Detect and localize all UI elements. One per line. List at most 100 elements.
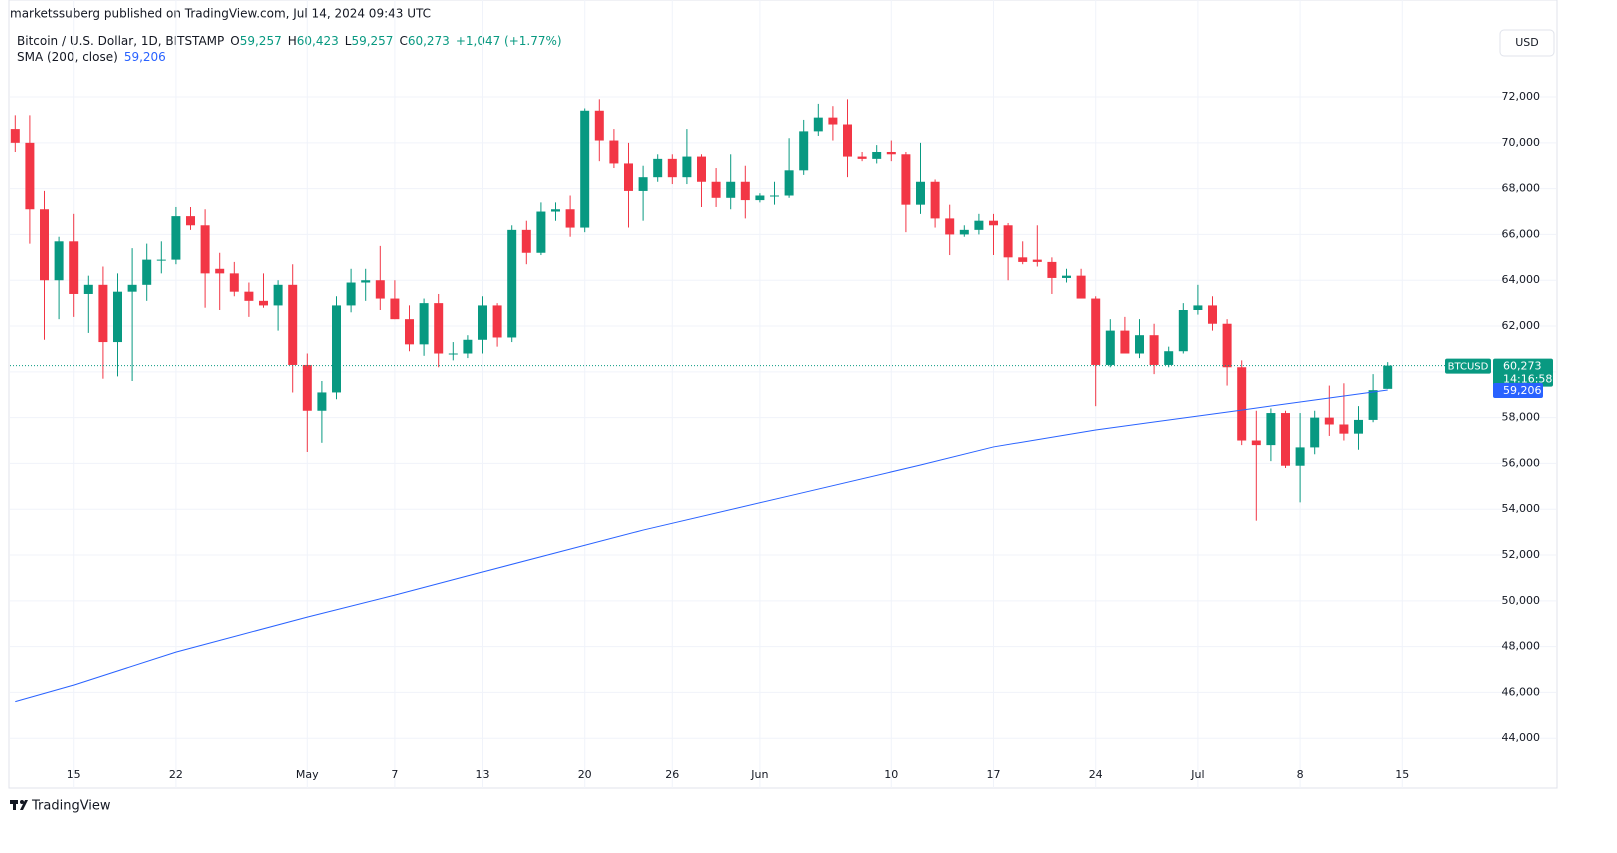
y-tick-label: 66,000 (1502, 227, 1541, 240)
candle-body (215, 268, 225, 274)
candle-body (69, 241, 79, 294)
x-tick-label: 7 (391, 768, 398, 781)
y-tick-label: 64,000 (1502, 273, 1541, 286)
candle-body (200, 225, 210, 274)
candle-body (682, 156, 692, 178)
frame (8, 0, 1558, 789)
y-tick-label: 62,000 (1502, 319, 1541, 332)
candle-body (113, 291, 122, 343)
candle-body (1178, 310, 1188, 352)
candle-body (317, 392, 327, 411)
candle-body (1032, 259, 1042, 262)
ohlc-key: L (345, 34, 352, 48)
candle-body (434, 303, 444, 354)
x-tick-label: 22 (169, 768, 183, 781)
candle-body (1105, 330, 1115, 365)
candle-body (186, 216, 195, 226)
candle-body (259, 300, 268, 306)
candle-body (10, 129, 20, 143)
change: +1,047 (+1.77%) (456, 34, 562, 48)
x-tick-label: 17 (987, 768, 1001, 781)
candle-body (886, 151, 896, 155)
candle-body (843, 124, 852, 157)
candle-body (1222, 323, 1232, 368)
ohlc-value: 59,257 (351, 34, 393, 48)
candle-body (273, 284, 283, 306)
candle-body (346, 282, 356, 306)
symbol-tag (1445, 358, 1491, 374)
candle-body (361, 280, 371, 283)
candle-body (1324, 417, 1334, 425)
price-tag-text: 60,273 (1503, 360, 1542, 373)
y-tick-label: 54,000 (1502, 502, 1541, 515)
candle-body (624, 163, 633, 191)
candle-body (945, 218, 955, 235)
x-tick-label: Jul (1190, 768, 1204, 781)
candle-body (507, 229, 517, 338)
sma-value: 59,206 (124, 50, 166, 64)
currency-button[interactable] (1499, 29, 1555, 57)
candle-body (565, 209, 575, 228)
candle-body (726, 181, 736, 198)
ohlc-key: H (288, 34, 297, 48)
candle-body (697, 156, 706, 182)
candle-body (405, 319, 414, 345)
sma-legend: SMA (200, close) 59,206 (17, 50, 166, 64)
candle-body (653, 158, 663, 178)
y-tick-label: 72,000 (1502, 90, 1541, 103)
y-tick-label: 48,000 (1502, 640, 1541, 653)
candle-body (40, 209, 49, 281)
candle-body (171, 216, 181, 260)
candle-body (901, 154, 911, 205)
candle-body (770, 195, 779, 197)
candle-body (54, 241, 64, 281)
legend-line: Bitcoin / U.S. Dollar, 1D, BITSTAMP O59,2… (17, 34, 562, 48)
candle-body (857, 156, 867, 159)
candle-body (740, 181, 750, 201)
candle-body (1193, 305, 1203, 311)
candle-body (1368, 390, 1378, 420)
candle-body (959, 229, 969, 235)
candle-body (142, 259, 152, 285)
candle-body (302, 364, 312, 411)
x-tick-label: 10 (884, 768, 898, 781)
y-tick-label: 70,000 (1502, 136, 1541, 149)
candle-body (98, 284, 108, 343)
candle-body (1164, 351, 1174, 365)
x-tick-label: 20 (578, 768, 592, 781)
candle-body (813, 117, 823, 132)
candle-body (375, 280, 385, 299)
x-tick-label: 24 (1089, 768, 1103, 781)
candle-body (609, 140, 619, 164)
footer-logo (10, 800, 28, 810)
x-tick-label: 13 (476, 768, 490, 781)
candle-body (580, 110, 590, 228)
candle-body (448, 353, 458, 355)
symbol-tag-text: BTCUSD (1448, 362, 1489, 373)
candle-body (638, 177, 648, 191)
ohlc-value: 60,273 (408, 34, 450, 48)
candle-body (916, 181, 925, 205)
y-tick-label: 58,000 (1502, 411, 1541, 424)
candle-body (755, 195, 765, 201)
candle-body (1149, 335, 1159, 365)
candle-body (784, 170, 794, 196)
candle-body (828, 117, 838, 125)
x-tick-label: Jun (750, 768, 768, 781)
sma-tag-text: 59,206 (1503, 384, 1542, 397)
countdown: 14:16:58 (1503, 373, 1552, 386)
candle-body (463, 339, 473, 354)
candle-body (419, 303, 429, 345)
candle-body (594, 110, 604, 141)
sma-tag (1493, 383, 1543, 399)
candle-body (1281, 413, 1290, 466)
symbol: Bitcoin / U.S. Dollar, 1D, BITSTAMP (17, 34, 224, 48)
price-tag (1493, 358, 1553, 387)
candle-body (536, 211, 546, 253)
candle-body (25, 142, 35, 210)
candle-body (229, 273, 239, 292)
sma-name: SMA (200, close) (17, 50, 118, 64)
candle-body (1062, 275, 1071, 278)
candle-body (478, 305, 487, 340)
